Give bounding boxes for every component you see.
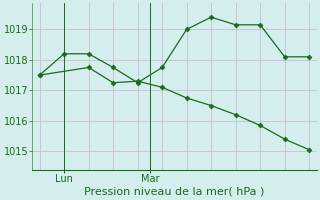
X-axis label: Pression niveau de la mer( hPa ): Pression niveau de la mer( hPa ): [84, 187, 265, 197]
